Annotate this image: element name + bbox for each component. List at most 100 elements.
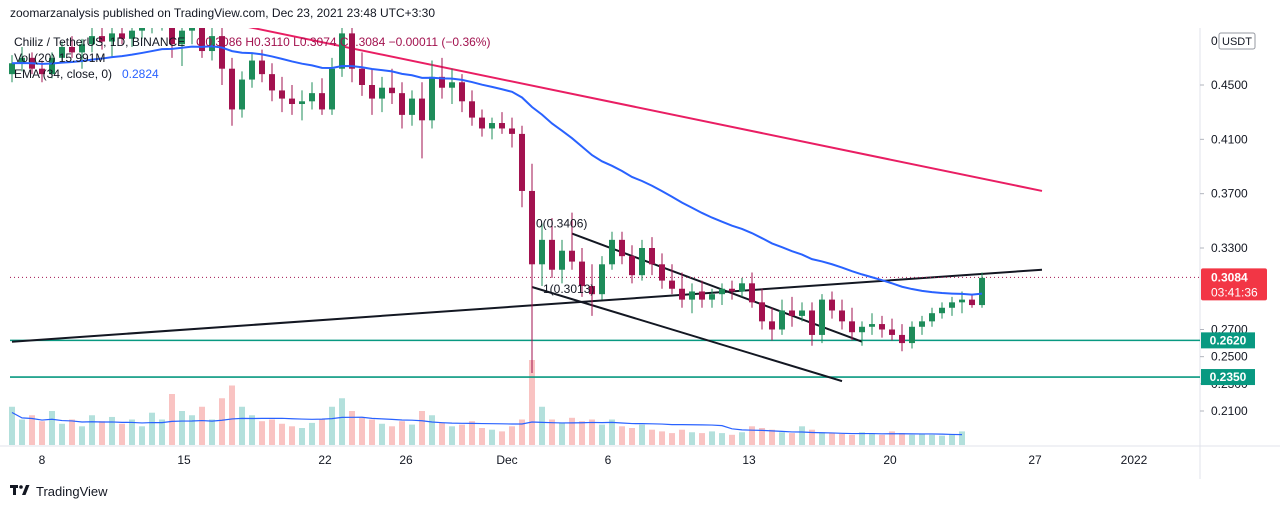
candle-body — [319, 93, 325, 110]
volume-bar — [249, 415, 255, 445]
candle-body — [289, 98, 295, 105]
volume-bar — [559, 422, 565, 445]
volume-bar — [619, 426, 625, 445]
volume-bar — [679, 429, 685, 445]
candle-body — [979, 277, 985, 306]
candle-body — [959, 299, 965, 303]
candle-body — [449, 82, 455, 88]
candle-body — [549, 239, 555, 270]
volume-bar — [769, 429, 775, 445]
candle-body — [869, 324, 875, 327]
candle-body — [229, 68, 235, 110]
volume-bar — [489, 429, 495, 445]
volume-bar — [879, 434, 885, 445]
time-tick-label: 15 — [177, 453, 191, 467]
candle-body — [309, 93, 315, 102]
volume-bar — [749, 426, 755, 445]
volume-bar — [829, 433, 835, 445]
candle-body — [849, 321, 855, 333]
currency-button[interactable] — [1218, 32, 1256, 50]
currency-label: USDT — [1222, 36, 1252, 48]
time-axis[interactable]: 8 15 22 26 Dec 6 13 20 27 2022 — [39, 453, 1148, 467]
volume-bar — [209, 419, 215, 445]
candle-body — [909, 326, 915, 344]
volume-bar — [159, 419, 165, 445]
volume-bar — [439, 422, 445, 445]
volume-bar — [39, 421, 45, 445]
volume-bar — [789, 433, 795, 445]
chart-svg[interactable]: 0.45000.41000.37000.33000.27000.25000.23… — [0, 0, 1280, 479]
candle-body — [659, 264, 665, 281]
candle-body — [469, 101, 475, 118]
candle-body — [69, 46, 75, 53]
price-chart[interactable]: 0.45000.41000.37000.33000.27000.25000.23… — [0, 0, 1280, 479]
volume-bar — [839, 433, 845, 445]
candle-body — [929, 313, 935, 322]
candle-body — [299, 101, 305, 105]
candle-body — [19, 57, 25, 64]
volume-bar — [549, 419, 555, 445]
legend-volume: Vol (20) 15.991M — [14, 51, 105, 65]
price-tick-label: 0.3700 — [1211, 187, 1248, 201]
candle-body — [389, 87, 395, 94]
volume-bar — [279, 423, 285, 445]
candle-body — [39, 68, 45, 75]
candle-body — [99, 36, 105, 42]
candle-body — [789, 310, 795, 316]
candle-body — [399, 93, 405, 115]
volume-bar — [899, 433, 905, 445]
candle-body — [409, 98, 415, 115]
volume-bar — [909, 434, 915, 445]
candle-body — [719, 288, 725, 295]
legend: Chiliz / TetherUS, 1D, BINANCE O0.3086 H… — [14, 35, 490, 81]
candle-body — [439, 76, 445, 88]
candle-body — [879, 324, 885, 330]
candle-body — [269, 74, 275, 91]
candle-body — [629, 256, 635, 276]
candle-body — [179, 30, 185, 45]
volume-bar — [79, 426, 85, 445]
candle-body — [529, 190, 535, 265]
volume-bar — [29, 415, 35, 445]
volume-bar — [669, 433, 675, 445]
price-axis-top: 0 — [1211, 34, 1218, 48]
volume-bar — [719, 433, 725, 445]
price-axis[interactable]: 0.45000.41000.37000.33000.27000.25000.23… — [1200, 78, 1248, 418]
candle-body — [939, 307, 945, 314]
candle-body — [459, 82, 465, 102]
candle-body — [249, 60, 255, 80]
support-price-label: 0.2620 — [1210, 333, 1247, 347]
candle-body — [339, 33, 345, 69]
candle-body — [829, 299, 835, 311]
candle-body — [129, 30, 135, 39]
volume-bar — [449, 426, 455, 445]
volume-bar — [269, 419, 275, 445]
volume-bar — [709, 431, 715, 445]
candle-body — [699, 291, 705, 300]
current-price-value: 0.3084 — [1211, 270, 1248, 284]
volume-bar — [399, 421, 405, 445]
volume-bar — [339, 398, 345, 445]
candle-body — [499, 123, 505, 129]
volume-bar — [659, 431, 665, 445]
candle-body — [739, 283, 745, 292]
volume-bar — [9, 406, 15, 445]
time-tick-label: 13 — [742, 453, 756, 467]
volume-bar — [99, 421, 105, 445]
footer-brand: TradingView — [36, 484, 108, 499]
price-tick-label: 0.2100 — [1211, 404, 1248, 418]
volume-bar — [809, 429, 815, 445]
volume-bar — [419, 411, 425, 445]
volume-bar — [539, 406, 545, 445]
volume-bar — [59, 423, 65, 445]
candle-body — [669, 280, 675, 289]
volume-bar — [729, 434, 735, 445]
candle-body — [919, 321, 925, 327]
volume-bar — [949, 434, 955, 445]
volume-bar — [529, 360, 535, 445]
candle-body — [109, 33, 115, 42]
volume-bar — [429, 415, 435, 445]
candle-body — [259, 60, 265, 75]
candle-body — [189, 27, 195, 31]
